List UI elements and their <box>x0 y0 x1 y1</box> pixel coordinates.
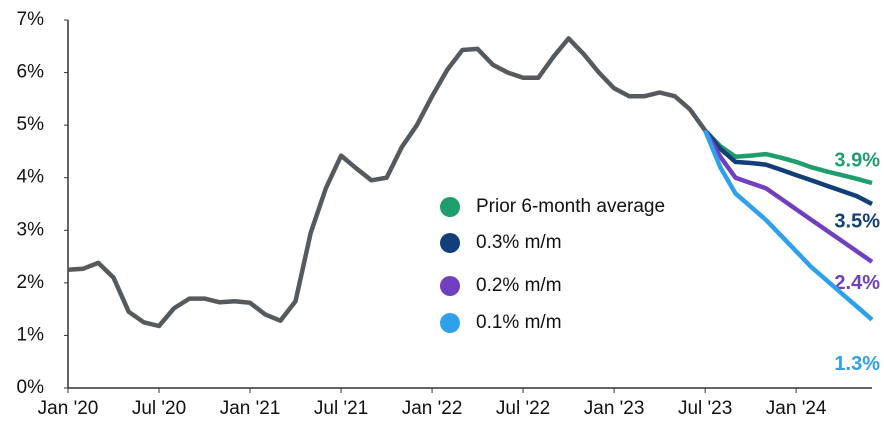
line <box>703 128 874 206</box>
legend-label: 0.3% m/m <box>476 232 562 253</box>
y-tick-label: 0% <box>17 377 45 398</box>
x-tick-label: Jul '20 <box>132 398 186 419</box>
y-tick-label: 7% <box>17 9 45 30</box>
legend-label: Prior 6-month average <box>476 196 665 217</box>
legend-marker <box>440 276 460 296</box>
y-tick-label: 6% <box>17 62 45 83</box>
y-tick-label: 2% <box>17 272 45 293</box>
x-tick-label: Jan '21 <box>220 398 281 419</box>
line <box>703 128 873 186</box>
y-tick-label: 4% <box>17 167 45 188</box>
legend-label: 0.1% m/m <box>476 312 562 333</box>
x-tick-label: Jan '22 <box>402 398 463 419</box>
x-tick-label: Jan '20 <box>38 398 99 419</box>
legend-marker <box>440 233 460 253</box>
y-tick-label: 1% <box>17 324 45 345</box>
line <box>67 36 707 329</box>
value-label: 1.3% <box>834 353 880 375</box>
x-tick-label: Jul '22 <box>496 398 550 419</box>
value-label: 3.9% <box>834 149 880 171</box>
legend-label: 0.2% m/m <box>476 275 562 296</box>
x-tick-label: Jul '21 <box>314 398 368 419</box>
x-tick-label: Jul '23 <box>678 398 732 419</box>
value-label: 3.5% <box>834 210 880 232</box>
line <box>703 129 874 264</box>
legend-marker <box>440 197 460 217</box>
y-tick-label: 3% <box>17 219 45 240</box>
y-tick-label: 5% <box>17 114 45 135</box>
value-label: 2.4% <box>834 272 880 294</box>
x-tick-label: Jan '23 <box>584 398 645 419</box>
legend-marker <box>440 313 460 333</box>
x-tick-label: Jan '24 <box>766 398 827 419</box>
line <box>703 129 874 322</box>
